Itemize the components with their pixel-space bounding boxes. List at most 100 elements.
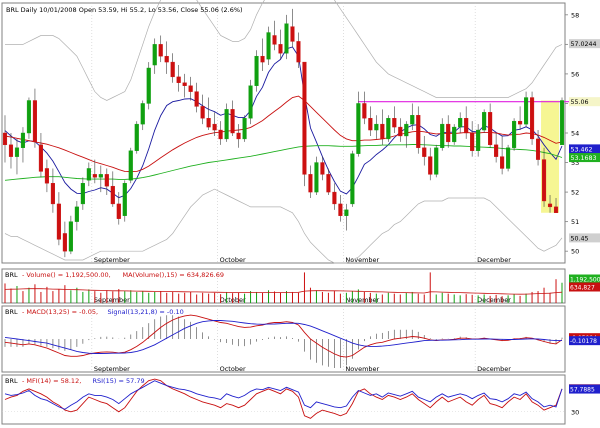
price-series-line: [4, 188, 563, 264]
price-tag: [569, 144, 600, 154]
candle-body: [62, 233, 67, 252]
candle-body: [500, 156, 505, 169]
candle-body: [260, 55, 265, 63]
candle-body: [440, 123, 445, 148]
candle-body: [547, 203, 553, 208]
oscillator-line: [4, 380, 563, 410]
price-tag: [569, 384, 600, 394]
candle-body: [200, 106, 205, 119]
candle-body: [535, 138, 541, 160]
candle-body: [314, 162, 319, 193]
price-tag-label: 55.06: [571, 99, 589, 106]
candle-body: [398, 126, 403, 137]
candle-body: [50, 183, 55, 205]
price-tag-label: 53.1683: [571, 155, 597, 162]
price-series-line: [4, 144, 563, 181]
candle-body: [559, 100, 565, 146]
candle-body: [254, 55, 259, 86]
macd-line: [4, 314, 563, 358]
y-tick-label: 53: [571, 159, 579, 167]
candle-body: [350, 153, 355, 205]
macd-line: [4, 320, 562, 354]
candle-body: [248, 85, 253, 119]
legend-entry: Signal(13,21,8) = -0.10: [108, 308, 184, 316]
candle-body: [104, 174, 109, 187]
candle-body: [188, 85, 193, 92]
price-tag-label: 50.45: [571, 235, 589, 242]
candle-body: [308, 174, 313, 193]
candle-body: [464, 118, 469, 134]
y-tick-label: 30: [571, 408, 579, 416]
legend-entry: - Volume() = 1,192,500.00,: [22, 271, 111, 279]
candle-body: [26, 100, 32, 134]
candle-body: [458, 118, 463, 128]
candle-body: [92, 174, 97, 178]
candle-body: [224, 109, 229, 140]
candle-body: [320, 162, 325, 175]
candle-body: [482, 112, 487, 131]
month-label: November: [345, 365, 379, 373]
candle-body: [170, 61, 175, 78]
month-label: September: [94, 365, 130, 373]
price-series-line: [4, 46, 563, 199]
candle-body: [176, 76, 181, 83]
candle-body: [218, 129, 223, 140]
y-tick-label: 58: [571, 11, 579, 19]
volume-ma-line: [4, 288, 563, 295]
legend-entry: MA(Volume(),15) = 634,826.69: [123, 271, 225, 279]
candle-body: [242, 118, 247, 140]
candle-body: [338, 203, 343, 216]
month-label: December: [477, 256, 511, 264]
candle-body: [392, 118, 397, 128]
candle-body: [446, 123, 451, 143]
candle-body: [518, 120, 523, 125]
month-label: September: [94, 296, 130, 304]
candle-body: [8, 144, 14, 157]
candle-body: [20, 132, 26, 148]
price-series-line: [5, 0, 563, 101]
candle-body: [158, 44, 163, 57]
month-label: October: [220, 256, 246, 264]
y-tick-label: 56: [571, 70, 579, 78]
panel-macd: September October November December BRL - MAC…: [1, 305, 600, 373]
candle-body: [290, 26, 295, 42]
candle-body: [272, 35, 277, 45]
panel-symbol: BRL: [5, 377, 18, 385]
price-tag-label: 634,827: [570, 285, 595, 292]
candle-body: [296, 41, 301, 63]
candle-body: [128, 150, 133, 181]
candle-body: [476, 129, 481, 151]
candle-body: [506, 147, 511, 169]
candle-body: [434, 147, 439, 175]
candle-body: [164, 55, 169, 63]
candle-body: [428, 156, 433, 175]
month-label: September: [94, 256, 130, 264]
month-label: December: [477, 365, 511, 373]
candle-body: [152, 44, 157, 66]
candle-body: [302, 61, 307, 175]
price-tag: [569, 97, 600, 107]
candle-body: [266, 32, 271, 60]
legend-entry: RSI(15) = 57.79: [93, 377, 145, 385]
candle-body: [470, 132, 475, 151]
candle-body: [140, 103, 145, 125]
month-label: November: [345, 296, 379, 304]
candle-body: [332, 191, 337, 205]
candle-body: [404, 123, 409, 137]
panel-price: September October November December 50 51 52 53…: [1, 0, 600, 264]
candle-body: [2, 132, 8, 146]
candle-body: [146, 67, 151, 104]
y-tick-label: 50: [571, 248, 579, 256]
price-tag-label: 53.462: [571, 146, 593, 153]
candle-body: [236, 132, 241, 140]
panel-symbol: BRL: [5, 271, 18, 279]
y-tick-label: 54: [571, 130, 579, 138]
candle-body: [182, 82, 187, 86]
y-tick-label: 51: [571, 218, 579, 226]
price-tag-label: -0.10178: [570, 338, 597, 345]
candle-body: [524, 97, 529, 125]
